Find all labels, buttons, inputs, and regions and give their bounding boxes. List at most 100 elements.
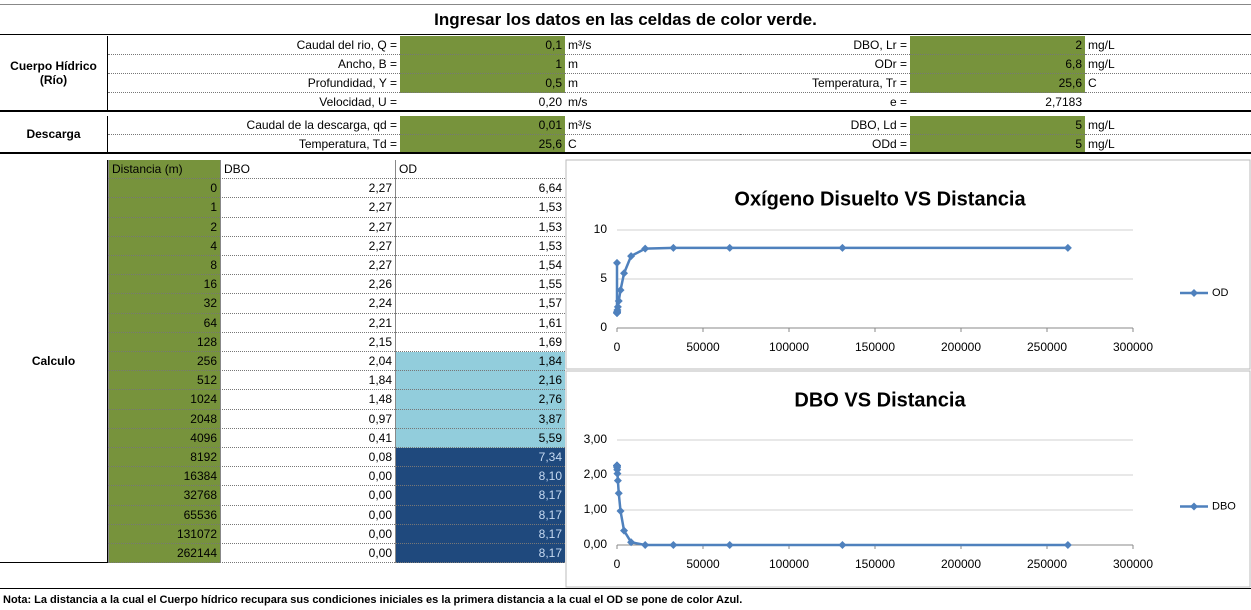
param-unit [1085, 93, 1251, 112]
param-unit: mg/L [1085, 36, 1251, 55]
y-tick-label: 10 [594, 222, 608, 236]
table-cell: 0,41 [220, 428, 395, 448]
chart-area [565, 370, 1251, 588]
param-label: Caudal de la descarga, qd = [108, 116, 400, 135]
param-value: 2,7183 [910, 93, 1085, 112]
table-cell: 512 [108, 371, 220, 391]
table-cell: 1024 [108, 390, 220, 410]
param-label: ODr = [740, 55, 910, 74]
marker [1063, 243, 1072, 252]
table-cell: 1,54 [395, 256, 565, 276]
param-value: 0,20 [400, 93, 565, 112]
table-cell: 8192 [108, 448, 220, 468]
table-cell: 131072 [108, 524, 220, 544]
marker [641, 244, 650, 253]
param-unit: mg/L [1085, 55, 1251, 74]
x-tick-label: 0 [614, 340, 621, 354]
marker [613, 302, 622, 311]
table-cell: 1,69 [395, 332, 565, 352]
note: Nota: La distancia a la cual el Cuerpo h… [0, 588, 1251, 610]
table-cell: 2 [108, 217, 220, 237]
param-value: 0,5 [400, 74, 565, 93]
sheet-header: Ingresar los datos en las celdas de colo… [0, 4, 1251, 35]
table-cell: 0,00 [220, 524, 395, 544]
x-tick-label: 250000 [1027, 340, 1067, 354]
table-cell: 8,17 [395, 505, 565, 525]
param-label: Caudal del rio, Q = [108, 36, 400, 55]
marker [725, 541, 734, 549]
table-cell: 1,55 [395, 275, 565, 295]
table-cell: 2,27 [220, 217, 395, 237]
legend-marker [1190, 502, 1198, 511]
table-cell: 65536 [108, 505, 220, 525]
param-value: 5 [910, 135, 1085, 154]
table-cell: 2,15 [220, 332, 395, 352]
table-cell: 1,84 [395, 352, 565, 372]
marker [838, 243, 847, 252]
table-cell: 6,64 [395, 179, 565, 199]
x-tick-label: 100000 [769, 557, 809, 571]
table-cell: 2,26 [220, 275, 395, 295]
table-cell: 16384 [108, 467, 220, 487]
table-cell: 0,00 [220, 486, 395, 506]
param-label: e = [740, 93, 910, 112]
param-unit: m³/s [565, 116, 740, 135]
param-value: 25,6 [400, 135, 565, 154]
param-value: 0,1 [400, 36, 565, 55]
block-label: Cuerpo Hídrico (Río) [0, 36, 108, 112]
param-value: 1 [400, 55, 565, 74]
param-label: Ancho, B = [108, 55, 400, 74]
chart-area [565, 159, 1251, 370]
table-cell: 128 [108, 332, 220, 352]
table-cell: 2048 [108, 409, 220, 429]
marker [613, 476, 622, 485]
marker [614, 489, 623, 498]
table-cell: 32 [108, 294, 220, 314]
param-unit: C [565, 135, 740, 154]
x-tick-label: 50000 [686, 557, 720, 571]
table-cell: 256 [108, 352, 220, 372]
x-tick-label: 150000 [855, 557, 895, 571]
column-header: OD [395, 160, 565, 180]
param-label: DBO, Ld = [740, 116, 910, 135]
marker [627, 538, 636, 547]
param-unit: m/s [565, 93, 740, 112]
table-cell: 1 [108, 198, 220, 218]
block-label: Descarga [0, 116, 108, 154]
table-cell: 0,00 [220, 544, 395, 564]
param-unit: m [565, 55, 740, 74]
chart-title: DBO VS Distancia [794, 389, 966, 411]
param-unit: m [565, 74, 740, 93]
table-cell: 1,57 [395, 294, 565, 314]
y-tick-label: 1,00 [584, 502, 608, 516]
table-cell: 1,53 [395, 198, 565, 218]
param-unit: mg/L [1085, 135, 1251, 154]
marker [614, 296, 623, 305]
marker [838, 541, 847, 549]
column-header: DBO [220, 160, 395, 180]
marker [627, 252, 636, 261]
table-cell: 0 [108, 179, 220, 199]
y-tick-label: 5 [600, 271, 607, 285]
legend-label: OD [1212, 287, 1229, 299]
legend-label: DBO [1212, 500, 1236, 512]
table-cell: 0,00 [220, 505, 395, 525]
param-label: Profundidad, Y = [108, 74, 400, 93]
table-cell: 1,53 [395, 236, 565, 256]
marker [616, 507, 625, 516]
table-cell: 4 [108, 236, 220, 256]
table-cell: 5,59 [395, 428, 565, 448]
param-label: ODd = [740, 135, 910, 154]
param-value: 6,8 [910, 55, 1085, 74]
param-value: 25,6 [910, 74, 1085, 93]
table-cell: 16 [108, 275, 220, 295]
table-cell: 262144 [108, 544, 220, 564]
table-cell: 0,00 [220, 467, 395, 487]
table-cell: 1,84 [220, 371, 395, 391]
table-cell: 8 [108, 256, 220, 276]
param-unit: C [1085, 74, 1251, 93]
marker [620, 269, 629, 278]
table-cell: 2,21 [220, 313, 395, 333]
